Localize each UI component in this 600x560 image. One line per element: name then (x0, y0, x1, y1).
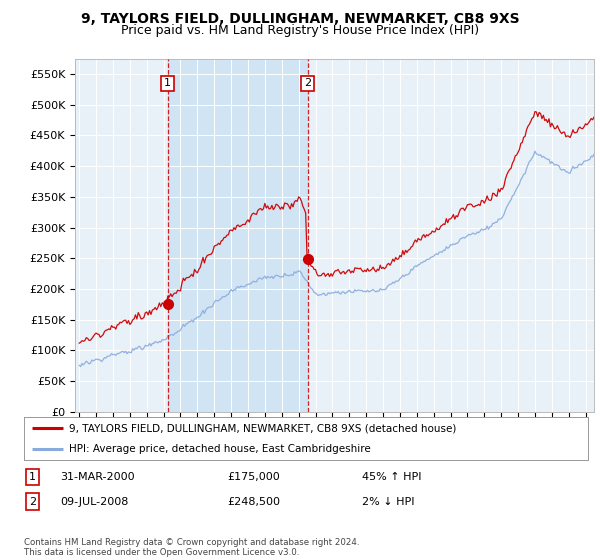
Text: 9, TAYLORS FIELD, DULLINGHAM, NEWMARKET, CB8 9XS: 9, TAYLORS FIELD, DULLINGHAM, NEWMARKET,… (80, 12, 520, 26)
Text: £175,000: £175,000 (227, 472, 280, 482)
Text: 9, TAYLORS FIELD, DULLINGHAM, NEWMARKET, CB8 9XS (detached house): 9, TAYLORS FIELD, DULLINGHAM, NEWMARKET,… (69, 423, 457, 433)
Text: 31-MAR-2000: 31-MAR-2000 (61, 472, 135, 482)
Text: 2: 2 (29, 497, 36, 507)
Text: 1: 1 (164, 78, 171, 88)
Text: 45% ↑ HPI: 45% ↑ HPI (362, 472, 422, 482)
Text: 1: 1 (29, 472, 36, 482)
Text: £248,500: £248,500 (227, 497, 280, 507)
Text: 09-JUL-2008: 09-JUL-2008 (61, 497, 129, 507)
Text: Price paid vs. HM Land Registry's House Price Index (HPI): Price paid vs. HM Land Registry's House … (121, 24, 479, 37)
Text: HPI: Average price, detached house, East Cambridgeshire: HPI: Average price, detached house, East… (69, 445, 371, 454)
Text: Contains HM Land Registry data © Crown copyright and database right 2024.
This d: Contains HM Land Registry data © Crown c… (24, 538, 359, 557)
Text: 2% ↓ HPI: 2% ↓ HPI (362, 497, 415, 507)
Text: 2: 2 (304, 78, 311, 88)
Bar (168, 59, 308, 412)
